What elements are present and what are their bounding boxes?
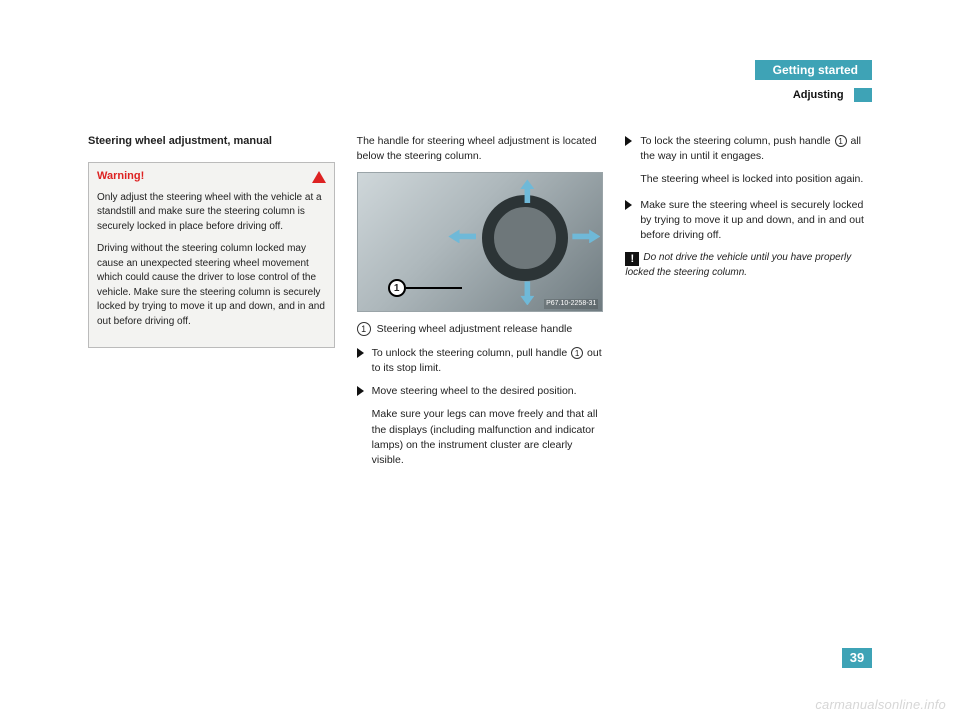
step-lock-note: The steering wheel is locked into positi… [640,172,872,187]
step-move: Move steering wheel to the desired posit… [357,384,604,399]
figure-code: P67.10-2258-31 [544,299,598,309]
step-lock: To lock the steering column, push handle… [625,134,872,164]
exclamation-icon: ! [625,252,639,266]
step3a: To lock the steering column, push handle [640,135,833,147]
warning-body: Only adjust the steering wheel with the … [89,189,334,348]
figure-caption: 1 Steering wheel adjustment release hand… [357,322,604,337]
arrow-left-icon [448,229,476,243]
steering-wheel-figure: 1 P67.10-2258-31 [357,172,604,312]
section-title: Adjusting [793,89,844,101]
warning-header: Warning! [89,163,334,189]
warning-box: Warning! Only adjust the steering wheel … [88,162,335,348]
step-verify: Make sure the steering wheel is securely… [625,198,872,244]
step1a: To unlock the steering column, pull hand… [372,347,570,359]
warning-p1: Only adjust the steering wheel with the … [97,191,326,235]
bullet-triangle-icon [357,386,364,396]
warning-triangle-icon [312,171,326,183]
warning-p2: Driving without the steering column lock… [97,242,326,329]
column-1: Steering wheel adjustment, manual Warnin… [88,134,335,478]
step-lock-text: To lock the steering column, push handle… [640,134,872,164]
caution-note: !Do not drive the vehicle until you have… [625,251,872,280]
bullet-triangle-icon [625,136,632,146]
inline-ref-1: 1 [571,347,583,359]
arrow-right-icon [572,229,600,243]
watermark: carmanualsonline.info [815,697,946,712]
arrow-down-icon [520,281,534,305]
col1-heading: Steering wheel adjustment, manual [88,134,335,150]
chapter-band: Getting started [88,60,872,80]
warning-title: Warning! [97,169,144,185]
callout-leader-line [406,287,462,289]
caption-text: Steering wheel adjustment release handle [377,322,573,337]
section-row: Adjusting [88,86,872,104]
manual-page: Getting started Adjusting Steering wheel… [88,60,872,660]
bullet-triangle-icon [357,348,364,358]
section-tab [854,88,872,102]
col2-intro: The handle for steering wheel adjustment… [357,134,604,164]
step-move-text: Move steering wheel to the desired posit… [372,384,577,399]
step-move-note: Make sure your legs can move freely and … [372,407,604,468]
step-unlock: To unlock the steering column, pull hand… [357,346,604,376]
chapter-title: Getting started [755,60,872,80]
bullet-triangle-icon [625,200,632,210]
steering-wheel-icon [482,195,568,281]
column-3: To lock the steering column, push handle… [625,134,872,478]
caption-number: 1 [357,322,371,336]
step-verify-text: Make sure the steering wheel is securely… [640,198,872,244]
step-unlock-text: To unlock the steering column, pull hand… [372,346,604,376]
column-2: The handle for steering wheel adjustment… [357,134,604,478]
inline-ref-1b: 1 [835,135,847,147]
caution-text: Do not drive the vehicle until you have … [625,252,851,278]
page-number: 39 [842,648,872,668]
content-columns: Steering wheel adjustment, manual Warnin… [88,134,872,478]
callout-number: 1 [388,279,406,297]
